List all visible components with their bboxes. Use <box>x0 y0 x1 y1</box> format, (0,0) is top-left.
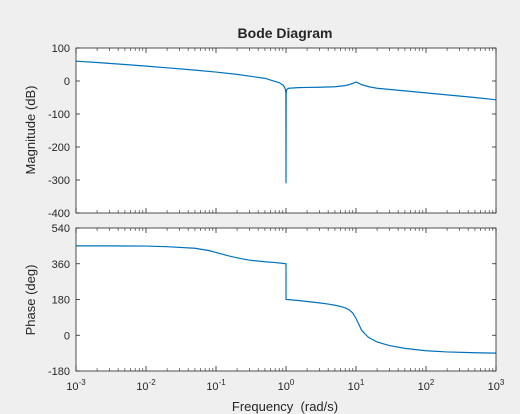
y-tick-label: 0 <box>64 76 70 88</box>
y-tick-label: 360 <box>52 259 70 271</box>
x-tick-labels: 10-3 10-2 10-1 100 101 102 103 <box>66 378 505 393</box>
x-tick-label: 10-2 <box>136 378 156 393</box>
x-tick-label: 102 <box>418 378 435 393</box>
y-tick-label: 100 <box>52 43 70 55</box>
y-tick-label: -200 <box>48 142 70 154</box>
y-tick-label: 540 <box>52 223 70 235</box>
y-tick-label: 180 <box>52 295 70 307</box>
y-tick-label: -400 <box>48 208 70 220</box>
magnitude-y-tick-labels: 100 0 -100 -200 -300 -400 <box>48 43 70 220</box>
y-tick-label: -100 <box>48 109 70 121</box>
phase-y-tick-labels: 540 360 180 0 -180 <box>48 223 70 378</box>
magnitude-ticks <box>75 47 497 214</box>
x-tick-label: 10-1 <box>206 378 226 393</box>
y-tick-label: -300 <box>48 175 70 187</box>
y-tick-label: 0 <box>64 330 70 342</box>
x-tick-label: 100 <box>278 378 295 393</box>
y-tick-label: -180 <box>48 366 70 378</box>
magnitude-y-axis-label: Magnitude (dB) <box>23 86 38 175</box>
x-tick-label: 10-3 <box>66 378 86 393</box>
magnitude-axes-box <box>75 47 497 214</box>
x-axis-label: Frequency (rad/s) <box>232 399 338 414</box>
x-tick-label: 101 <box>348 378 365 393</box>
phase-series-line <box>76 245 497 354</box>
phase-y-axis-label: Phase (deg) <box>23 265 38 336</box>
phase-axes-box <box>75 227 497 372</box>
chart-title: Bode Diagram <box>238 25 333 41</box>
x-tick-label: 103 <box>488 378 505 393</box>
magnitude-series-line <box>75 60 497 184</box>
